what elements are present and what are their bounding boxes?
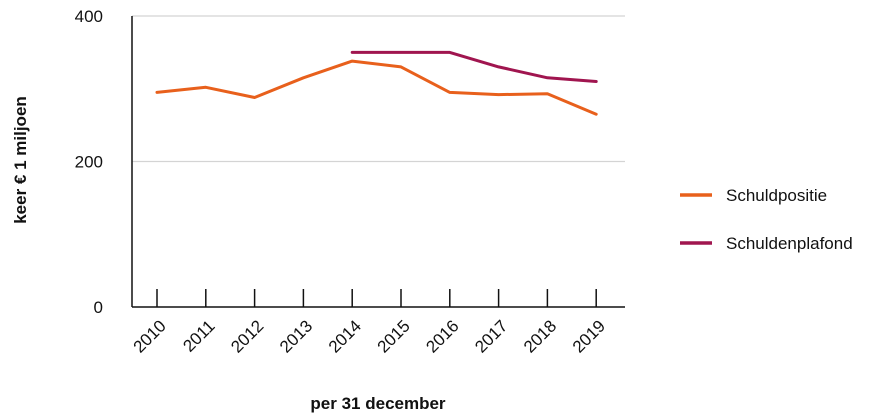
- legend-label-schuldenplafond: Schuldenplafond: [726, 234, 853, 253]
- x-tick-label: 2017: [471, 316, 511, 356]
- x-tick-label: 2010: [130, 316, 170, 356]
- axes: [131, 16, 625, 308]
- series-lines: [155, 50, 598, 116]
- y-tick-labels: 0 200 400: [75, 7, 103, 317]
- legend-label-schuldpositie: Schuldpositie: [726, 186, 827, 205]
- x-tick-label: 2018: [520, 316, 560, 356]
- y-axis-title: keer € 1 miljoen: [11, 96, 30, 224]
- x-tick-labels: 2010 2011 2012 2013 2014 2015 2016 2017 2018 2019: [130, 316, 609, 356]
- x-tick-label: 2019: [569, 316, 609, 356]
- x-tick-label: 2011: [179, 316, 218, 355]
- y-tick-label: 200: [75, 153, 103, 172]
- x-tick-label: 2016: [422, 316, 462, 356]
- x-tick-label: 2014: [325, 316, 365, 356]
- gridlines: [132, 15, 625, 163]
- x-axis-title: per 31 december: [310, 394, 446, 413]
- x-tick-label: 2012: [227, 316, 267, 356]
- y-tick-label: 400: [75, 7, 103, 26]
- y-tick-label: 0: [94, 298, 103, 317]
- series-line-schuldenplafond: [350, 50, 598, 83]
- series-line-schuldpositie: [155, 59, 598, 116]
- x-tick-label: 2013: [276, 316, 316, 356]
- x-tick-label: 2015: [374, 316, 414, 356]
- legend: Schuldpositie Schuldenplafond: [680, 186, 853, 253]
